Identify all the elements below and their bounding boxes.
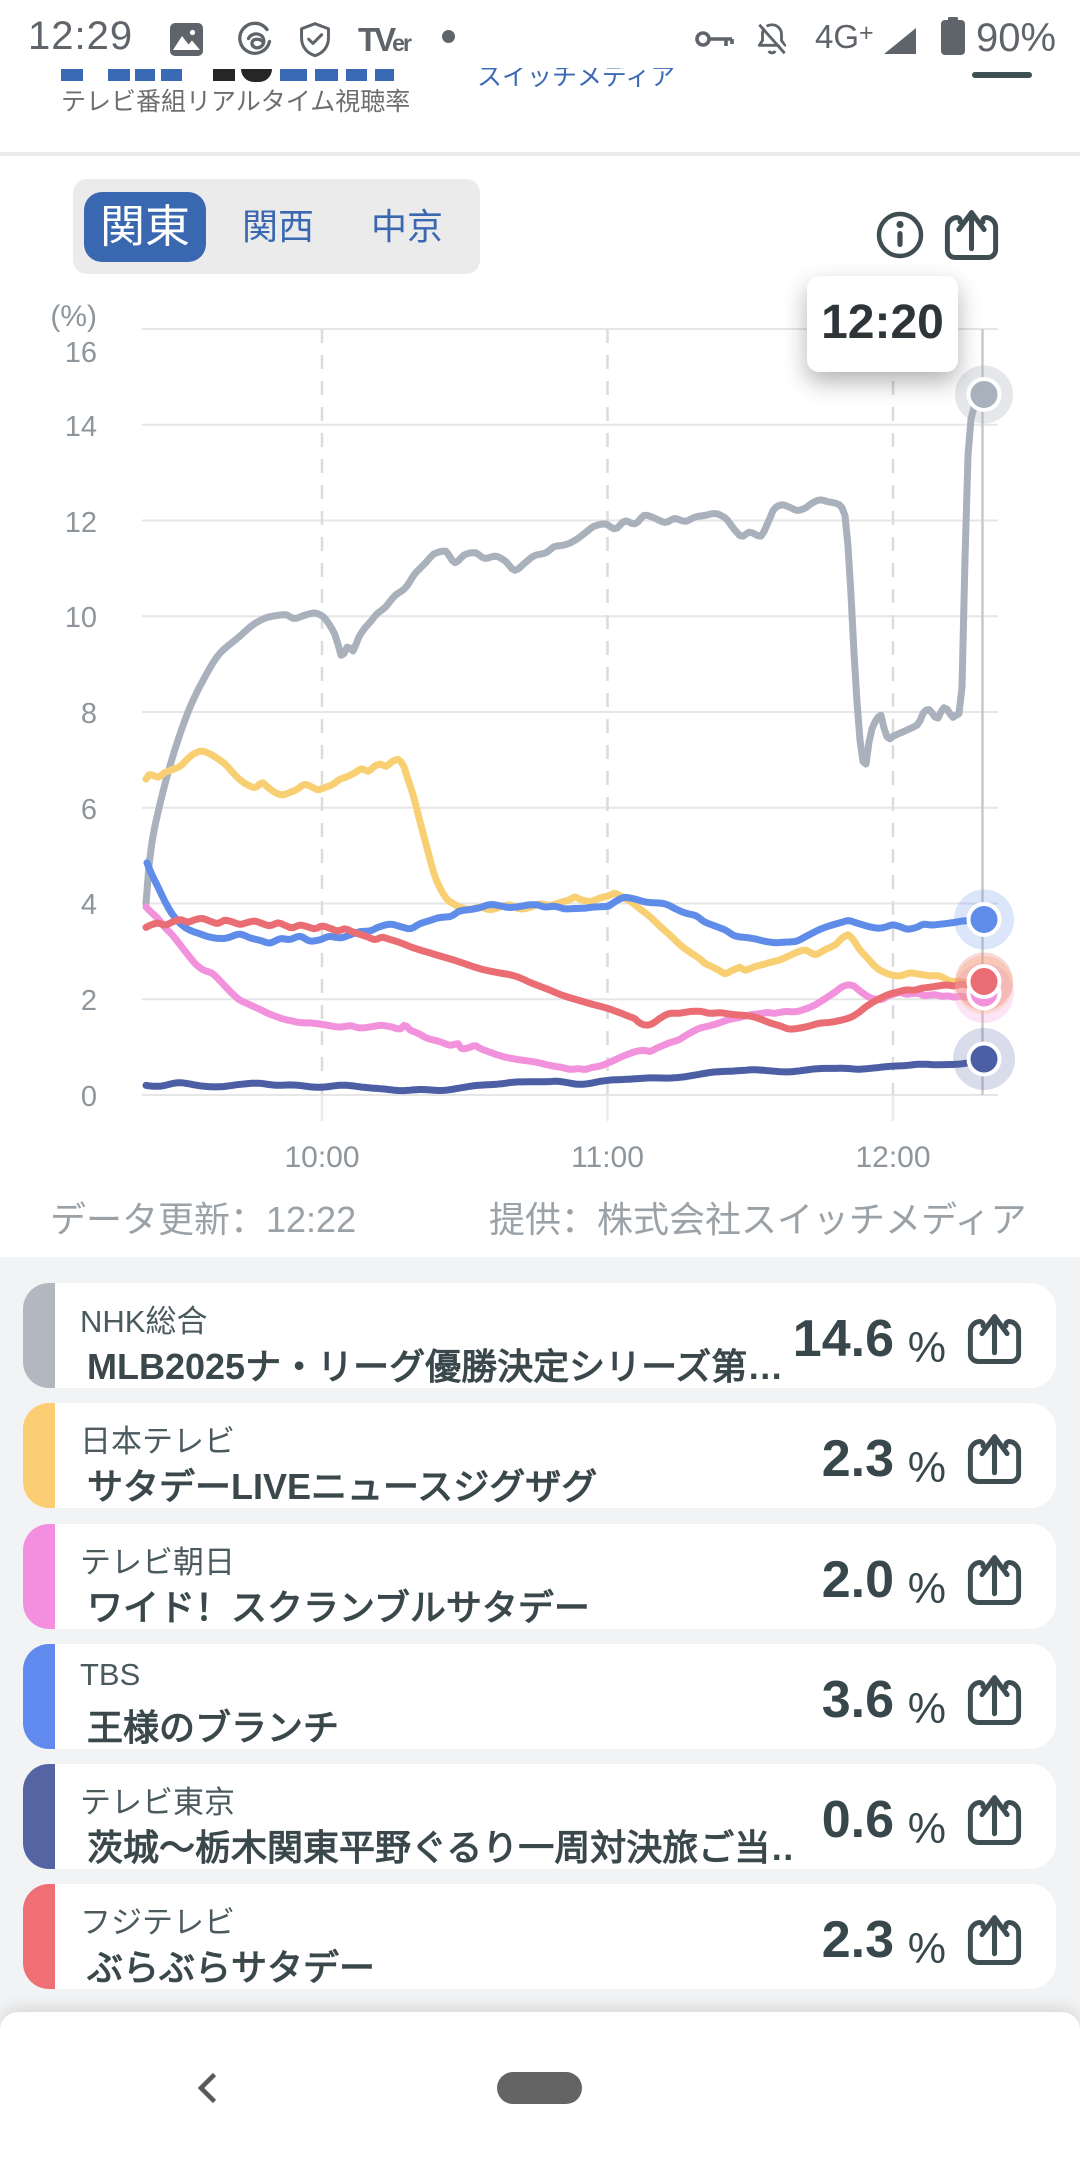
svg-text:12: 12: [65, 507, 97, 539]
svg-text:10:00: 10:00: [284, 1141, 359, 1174]
svg-text:12:00: 12:00: [855, 1141, 930, 1174]
svg-text:10: 10: [65, 602, 97, 634]
svg-text:8: 8: [81, 698, 97, 730]
svg-text:6: 6: [81, 794, 97, 826]
svg-text:2: 2: [81, 985, 97, 1017]
svg-text:(%): (%): [50, 300, 97, 333]
svg-text:14: 14: [65, 411, 97, 443]
svg-text:4: 4: [81, 889, 97, 921]
svg-text:16: 16: [65, 337, 97, 369]
svg-text:0: 0: [81, 1081, 97, 1113]
svg-text:11:00: 11:00: [571, 1141, 644, 1174]
